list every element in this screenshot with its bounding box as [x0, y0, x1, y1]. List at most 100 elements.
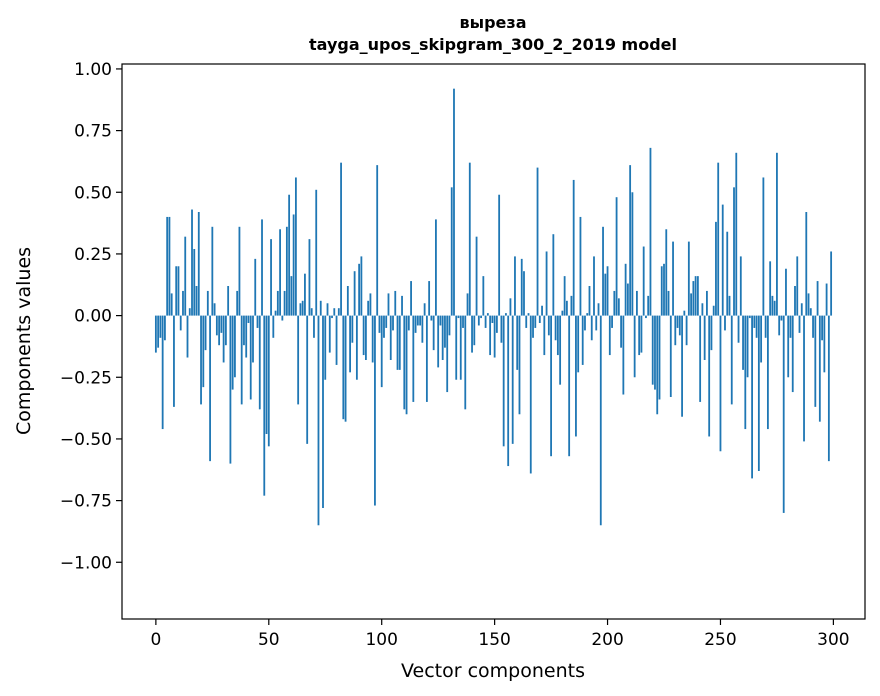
- bar-component-132: [453, 88, 455, 316]
- x-tick-label: 200: [591, 630, 623, 650]
- bar-component-208: [624, 263, 627, 316]
- bar-component-10: [177, 266, 180, 316]
- bar-component-7: [170, 293, 173, 316]
- bar-component-95: [369, 293, 372, 316]
- bar-component-122: [430, 315, 433, 321]
- bar-component-269: [762, 177, 765, 316]
- bar-component-187: [577, 315, 580, 373]
- bar-component-215: [640, 315, 643, 353]
- x-tick-label: 100: [365, 630, 397, 650]
- bar-component-61: [292, 214, 295, 316]
- bar-component-145: [482, 276, 485, 316]
- y-axis-label: Components values: [13, 247, 35, 435]
- bar-component-83: [342, 315, 345, 420]
- bar-component-298: [827, 315, 830, 462]
- bar-component-246: [710, 315, 713, 351]
- bar-component-128: [444, 315, 446, 348]
- bar-component-29: [220, 315, 223, 333]
- y-tick-label: 0.25: [74, 245, 112, 265]
- bar-component-157: [509, 298, 512, 316]
- bar-component-28: [218, 315, 221, 346]
- bar-component-223: [658, 315, 661, 400]
- bar-component-18: [195, 286, 198, 316]
- bar-component-213: [636, 290, 638, 316]
- bar-component-214: [638, 315, 641, 356]
- bar-component-288: [805, 212, 808, 316]
- bar-component-239: [694, 276, 697, 316]
- bar-component-12: [182, 290, 184, 316]
- x-tick-label: 250: [704, 630, 736, 650]
- bar-component-116: [416, 315, 419, 326]
- bar-component-131: [450, 187, 453, 316]
- bar-component-255: [730, 315, 733, 405]
- bar-component-78: [331, 315, 333, 319]
- bar-component-210: [629, 165, 632, 316]
- chart-title-line-1: вырeза: [460, 13, 527, 32]
- bar-component-71: [315, 189, 318, 316]
- bar-component-19: [197, 212, 200, 316]
- bar-component-251: [721, 204, 724, 316]
- bar-component-136: [462, 315, 464, 328]
- bar-component-99: [378, 315, 381, 333]
- bar-component-235: [685, 315, 688, 346]
- y-tick-label: −0.75: [60, 492, 112, 512]
- bar-component-43: [252, 315, 254, 363]
- bar-component-195: [595, 315, 598, 331]
- bar-component-86: [349, 315, 351, 373]
- bar-component-124: [435, 219, 437, 316]
- bar-component-33: [229, 315, 232, 464]
- bar-component-80: [335, 315, 338, 365]
- bar-component-67: [306, 315, 309, 444]
- bar-component-70: [313, 315, 315, 338]
- bar-component-294: [818, 315, 821, 422]
- bar-component-221: [654, 315, 656, 390]
- bar-component-175: [550, 315, 552, 457]
- bar-component-169: [536, 167, 539, 316]
- bar-component-49: [265, 315, 268, 434]
- bar-component-279: [785, 268, 787, 316]
- bar-component-236: [687, 241, 690, 316]
- bar-component-242: [701, 303, 704, 316]
- bar-component-140: [471, 315, 473, 353]
- bar-component-100: [380, 315, 383, 388]
- bar-component-130: [448, 315, 451, 336]
- bar-component-36: [236, 290, 239, 316]
- bar-component-137: [464, 315, 467, 410]
- bar-component-220: [651, 315, 654, 385]
- bar-component-193: [590, 315, 593, 341]
- bar-component-272: [769, 261, 772, 316]
- bar-component-204: [615, 197, 618, 316]
- bar-component-113: [410, 281, 412, 316]
- bar-component-72: [317, 315, 320, 526]
- bar-component-211: [631, 192, 634, 316]
- bar-component-88: [353, 271, 356, 316]
- bar-component-149: [491, 315, 494, 323]
- bar-component-243: [703, 315, 706, 360]
- bar-component-55: [279, 229, 281, 316]
- bar-component-191: [586, 313, 589, 316]
- bar-component-275: [776, 152, 778, 316]
- bar-component-121: [428, 281, 431, 316]
- bar-component-142: [475, 236, 478, 316]
- bar-component-225: [663, 263, 665, 316]
- bar-component-222: [656, 315, 659, 415]
- chart-title-line-2: tayga_upos_skipgram_300_2_2019 model: [309, 35, 677, 54]
- bar-component-291: [812, 315, 814, 338]
- bar-component-257: [735, 152, 738, 316]
- bar-component-0: [154, 315, 157, 353]
- bar-component-233: [681, 315, 683, 417]
- bar-component-25: [211, 226, 214, 316]
- bar-component-101: [383, 315, 385, 338]
- bar-component-144: [480, 315, 482, 319]
- bar-component-152: [498, 194, 501, 316]
- bar-component-13: [184, 236, 187, 316]
- bar-component-51: [270, 239, 272, 316]
- bar-component-237: [690, 293, 693, 316]
- bar-component-179: [559, 315, 562, 385]
- bar-component-231: [676, 315, 679, 328]
- bar-component-65: [301, 300, 304, 316]
- bar-component-217: [645, 315, 647, 319]
- bar-component-66: [304, 273, 306, 316]
- bar-component-108: [398, 315, 401, 370]
- x-tick-label: 50: [258, 630, 280, 650]
